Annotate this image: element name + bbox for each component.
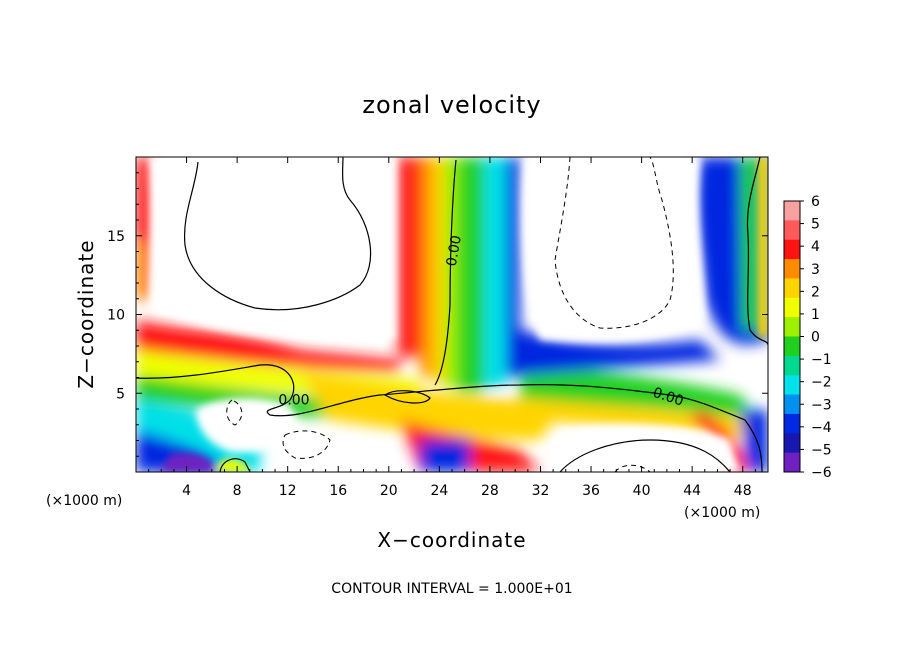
velocity-band [215, 458, 250, 472]
velocity-band [560, 424, 740, 472]
colorbar-swatch [784, 239, 800, 260]
contour-label: 0.00 [444, 234, 465, 267]
colorbar-swatch [784, 336, 800, 357]
colorbar-tick-label: −3 [811, 397, 832, 413]
contour-interval-note: CONTOUR INTERVAL = 1.000E+01 [331, 581, 572, 597]
velocity-field [136, 157, 768, 472]
velocity-band [160, 453, 220, 472]
colorbar-swatch [784, 433, 800, 454]
colorbar-swatch [784, 452, 800, 473]
y-tick-label: 10 [107, 308, 125, 324]
x-tick-label: 40 [633, 483, 651, 499]
colorbar-tick-label: 2 [811, 284, 820, 300]
velocity-band [758, 157, 768, 337]
contour-line-negative [614, 464, 651, 472]
colorbar-swatch [784, 394, 800, 415]
contour-line [136, 364, 763, 472]
velocity-band [458, 157, 484, 392]
contour-line-negative [554, 157, 674, 329]
velocity-band [740, 157, 760, 330]
colorbar-swatch [784, 278, 800, 299]
velocity-band [136, 240, 146, 300]
velocity-band [444, 157, 458, 387]
x-tick-label: 24 [430, 483, 448, 499]
contour-line [746, 157, 768, 346]
x-tick-label: 20 [380, 483, 398, 499]
velocity-band [520, 360, 760, 420]
colorbar-swatch [784, 413, 800, 434]
contour-lines [136, 157, 768, 472]
x-tick-label: 12 [279, 483, 297, 499]
y-axis-title: Z−coordinate [74, 239, 98, 388]
y-tick-label: 5 [116, 386, 125, 402]
velocity-band [506, 157, 520, 377]
x-unit-left: (×1000 m) [46, 493, 122, 509]
x-axis-title: X−coordinate [377, 528, 526, 552]
x-tick-label: 28 [481, 483, 499, 499]
contour-line [183, 157, 372, 311]
velocity-band [420, 440, 470, 472]
colorbar-tick-label: −4 [811, 420, 832, 436]
contour-line-negative [226, 399, 243, 426]
x-tick-label: 4 [182, 483, 191, 499]
y-ticks: 5 10 15 [107, 172, 768, 457]
x-tick-label: 16 [329, 483, 347, 499]
velocity-band [300, 372, 560, 440]
x-tick-label: 32 [532, 483, 550, 499]
colorbar-swatch [784, 201, 800, 221]
colorbar-swatch [784, 375, 800, 396]
colorbar-tick-label: 5 [811, 217, 820, 233]
colorbar-tick-label: 0 [811, 330, 820, 346]
colorbar-tick-label: 6 [811, 194, 820, 210]
velocity-band [150, 157, 395, 342]
colorbar-swatch [784, 355, 800, 376]
colorbar-tick-label: 3 [811, 262, 820, 278]
velocity-band [432, 157, 444, 382]
velocity-band [522, 157, 705, 343]
x-tick-label: 44 [683, 483, 701, 499]
velocity-band [520, 398, 760, 440]
colorbar-swatch [784, 317, 800, 337]
x-tick-label: 8 [233, 483, 242, 499]
colorbar-swatch [784, 259, 800, 279]
x-tick-label: 48 [734, 483, 752, 499]
contour-line [383, 390, 431, 404]
x-unit-right: (×1000 m) [684, 505, 760, 521]
colorbar-swatch [784, 220, 800, 241]
x-ticks: 4 8 12 16 20 24 28 32 36 40 44 48 [148, 157, 756, 499]
velocity-band [196, 398, 300, 453]
colorbar: 6 5 4 3 2 1 0 −1 −2 −3 −4 −5 −6 [783, 194, 832, 481]
contour-line [559, 439, 731, 472]
x-tick-label: 36 [582, 483, 600, 499]
colorbar-swatch [784, 297, 800, 318]
contour-line [219, 458, 251, 472]
chart-title: zonal velocity [362, 91, 541, 119]
colorbar-tick-label: −6 [811, 465, 832, 481]
colorbar-tick-label: −2 [811, 375, 832, 391]
velocity-band [420, 157, 434, 377]
velocity-band [484, 157, 506, 387]
velocity-band [136, 320, 400, 372]
contour-line [434, 159, 457, 386]
plot-area: 0.000.00 0.00 4 8 12 16 20 24 28 32 36 40 44 48 5101… [107, 156, 769, 499]
velocity-band [398, 157, 424, 357]
contour-label: 0.00 [278, 392, 309, 408]
colorbar-tick-label: 4 [811, 239, 820, 255]
colorbar-tick-label: −5 [811, 442, 832, 458]
y-tick-label: 15 [107, 229, 125, 245]
colorbar-tick-label: −1 [811, 352, 832, 368]
colorbar-tick-label: 1 [811, 307, 820, 323]
